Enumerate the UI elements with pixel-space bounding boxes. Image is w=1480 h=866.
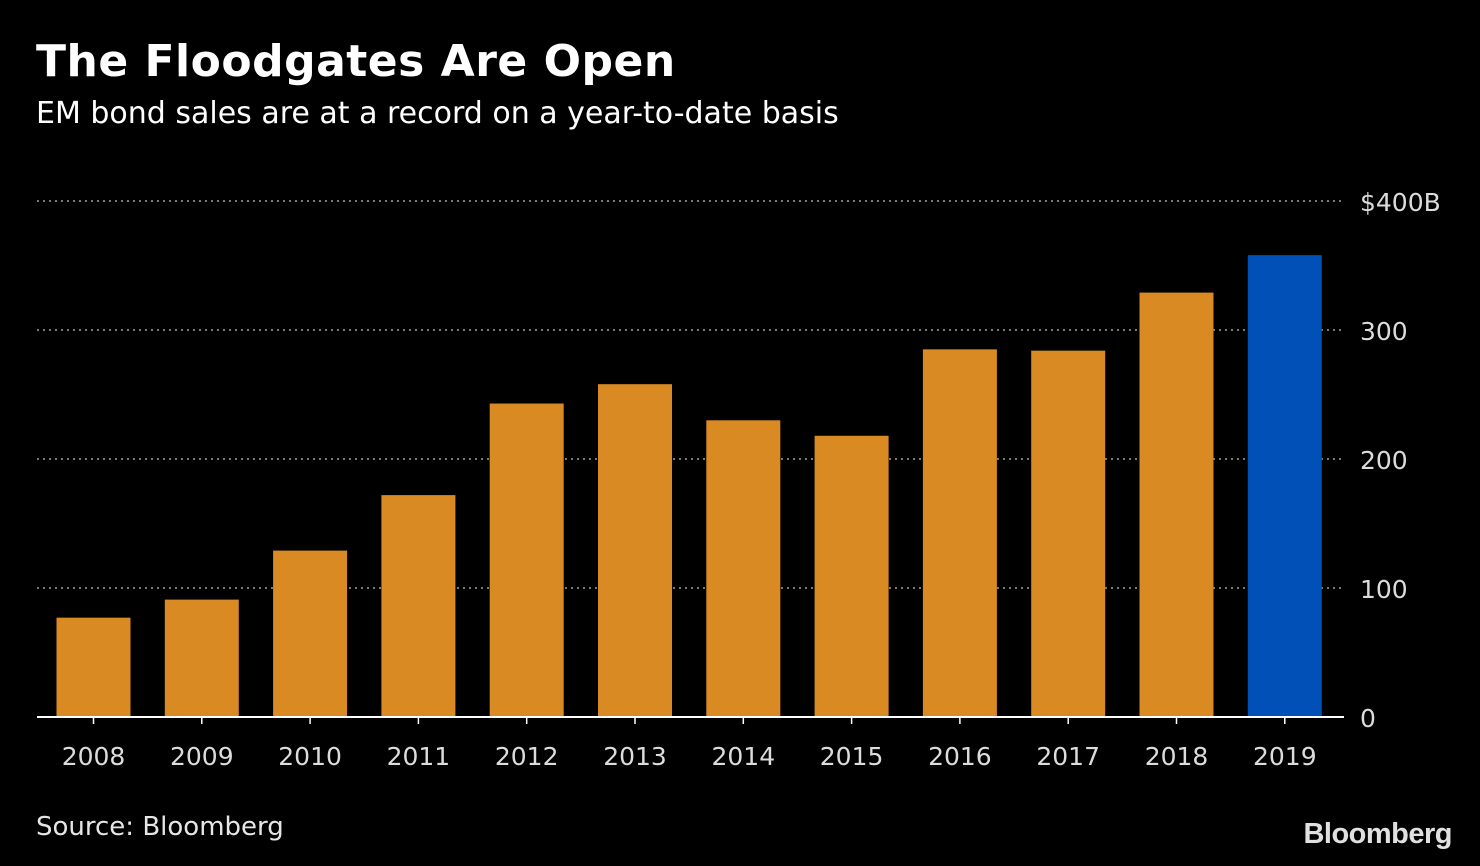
bar-2010: [273, 550, 348, 717]
bar-2011: [381, 495, 456, 717]
bar-2012: [489, 403, 564, 717]
chart-subtitle: EM bond sales are at a record on a year-…: [36, 96, 839, 131]
x-tick-label: 2017: [1036, 742, 1100, 771]
y-tick-label: 300: [1360, 317, 1408, 346]
bar-2013: [598, 384, 672, 717]
x-tick-label: 2009: [170, 742, 234, 771]
bar-2009: [164, 599, 239, 717]
y-tick-label: 100: [1360, 575, 1408, 604]
gridlines: [37, 200, 1344, 589]
y-tick-label: 0: [1360, 704, 1376, 733]
x-tick-label: 2013: [603, 742, 667, 771]
bar-2018: [1139, 292, 1214, 717]
x-tick-label: 2019: [1253, 742, 1317, 771]
source-note: Source: Bloomberg: [36, 812, 284, 842]
x-tick-label: 2011: [387, 742, 451, 771]
bar-2016: [922, 349, 997, 717]
bloomberg-logo: Bloomberg: [1303, 818, 1452, 850]
bar-2008: [56, 617, 131, 717]
x-axis: [37, 716, 1344, 724]
y-axis-labels: 0 100 200 300 $400B: [1360, 188, 1441, 733]
x-tick-label: 2016: [928, 742, 992, 771]
y-tick-label: 200: [1360, 446, 1408, 475]
x-tick-label: 2015: [820, 742, 884, 771]
bar-2014: [706, 420, 781, 717]
bar-2019: [1247, 255, 1322, 717]
bar-2017: [1031, 350, 1106, 717]
chart-title: The Floodgates Are Open: [36, 36, 676, 87]
y-tick-label: $400B: [1360, 188, 1441, 217]
bars: [56, 255, 1322, 717]
bar-2015: [814, 435, 889, 717]
x-tick-label: 2010: [278, 742, 342, 771]
x-axis-labels: 2008 2009 2010 2011 2012 2013 2014 2015 2016 2017…: [62, 742, 1317, 771]
x-tick-label: 2012: [495, 742, 559, 771]
x-tick-label: 2018: [1145, 742, 1209, 771]
x-tick-label: 2008: [62, 742, 126, 771]
x-tick-label: 2014: [711, 742, 775, 771]
